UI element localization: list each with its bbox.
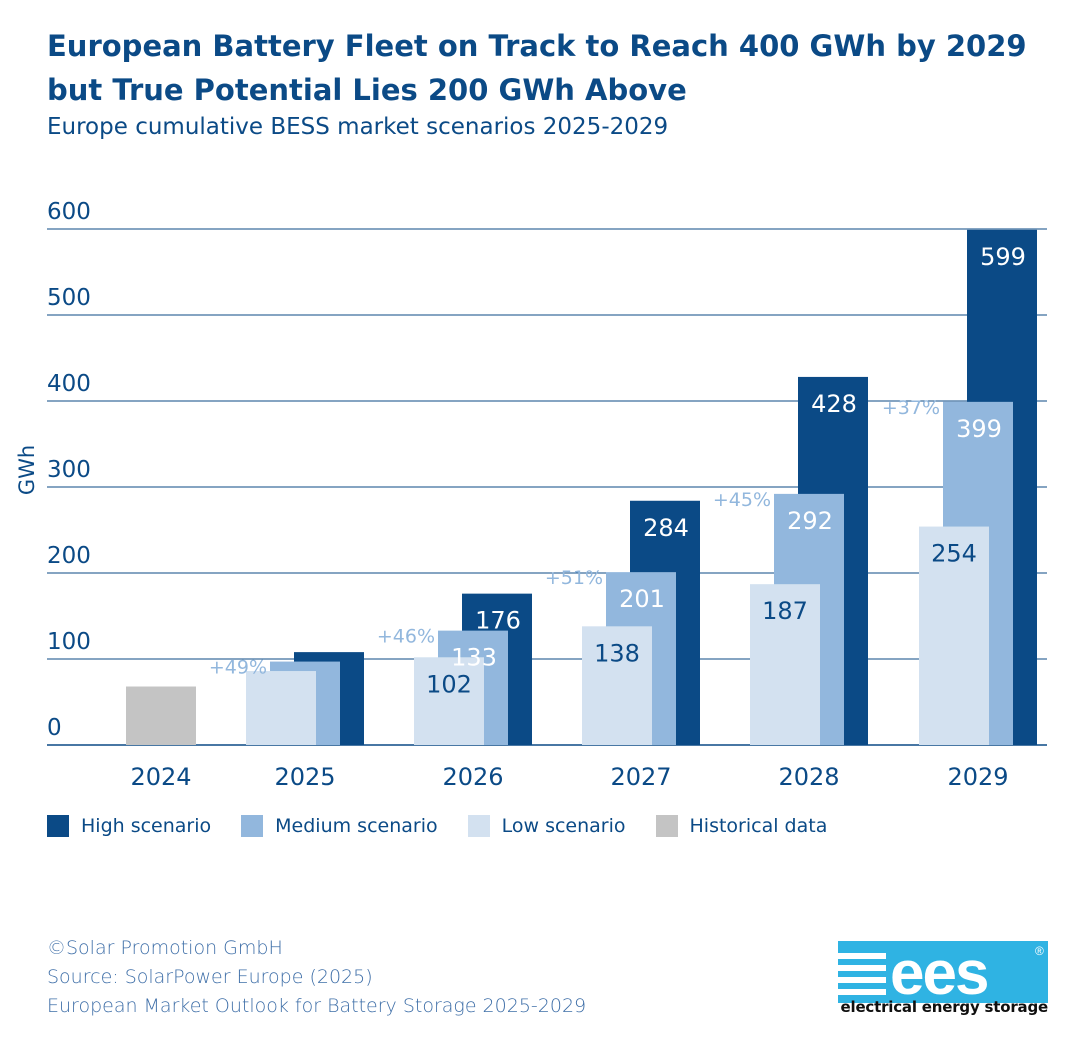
value-label-high-2027: 284: [643, 514, 689, 542]
value-label-low-2026: 102: [426, 670, 472, 698]
value-label-high-2026: 176: [475, 607, 521, 635]
legend-label-historical: Historical data: [689, 815, 828, 837]
growth-label-2027: +51%: [545, 567, 603, 589]
ees-logo: ees ®: [838, 939, 1048, 1008]
growth-label-2029: +37%: [882, 397, 940, 419]
title-line-1: European Battery Fleet on Track to Reach…: [47, 29, 1027, 63]
legend-label-medium: Medium scenario: [275, 815, 438, 837]
legend-swatch-historical: [655, 815, 678, 837]
x-tick-label-2024: 2024: [130, 763, 191, 791]
chart-subtitle: Europe cumulative BESS market scenarios …: [47, 114, 669, 140]
y-tick-label-100: 100: [47, 629, 91, 655]
growth-label-2025: +49%: [209, 657, 267, 679]
logo-wordmark: ees: [890, 939, 987, 1008]
value-label-high-2028: 428: [811, 390, 857, 418]
y-axis-label: GWh: [15, 445, 39, 495]
bar-low-2025: [246, 671, 316, 745]
x-tick-label-2026: 2026: [442, 763, 503, 791]
chart-title: European Battery Fleet on Track to Reach…: [47, 24, 1047, 112]
bar-low-2026: [414, 657, 484, 745]
bar-historical-2024: [126, 686, 196, 745]
value-label-medium-2029: 399: [956, 415, 1002, 443]
logo-tagline: electrical energy storage: [840, 998, 1049, 1016]
legend-label-high: High scenario: [81, 815, 212, 837]
x-tick-label-2025: 2025: [274, 763, 335, 791]
value-label-low-2028: 187: [762, 597, 808, 625]
footer: ©Solar Promotion GmbH Source: SolarPower…: [47, 934, 586, 1021]
value-label-medium-2028: 292: [787, 507, 833, 535]
y-tick-label-400: 400: [47, 371, 91, 397]
bar-low-2027: [582, 626, 652, 745]
value-label-medium-2027: 201: [619, 585, 665, 613]
value-label-low-2027: 138: [594, 639, 640, 667]
growth-label-2026: +46%: [377, 626, 435, 648]
title-line-2: but True Potential Lies 200 GWh Above: [47, 73, 687, 107]
logo-registered-mark: ®: [1035, 944, 1044, 958]
y-tick-label-0: 0: [47, 715, 62, 741]
legend-swatch-high: [47, 815, 69, 837]
footer-source: Source: SolarPower Europe (2025): [47, 966, 373, 988]
footer-publication: European Market Outlook for Battery Stor…: [47, 995, 587, 1017]
x-tick-label-2027: 2027: [610, 763, 671, 791]
x-tick-label-2028: 2028: [778, 763, 839, 791]
bar-low-2028: [750, 584, 820, 745]
legend-swatch-medium: [241, 815, 264, 837]
legend-item-historical: Historical data: [655, 815, 828, 837]
legend-label-low: Low scenario: [501, 815, 626, 837]
bar-low-2029: [919, 526, 989, 745]
y-tick-label-500: 500: [47, 285, 91, 311]
legend-swatch-low: [467, 815, 490, 837]
value-label-low-2029: 254: [931, 540, 977, 568]
y-tick-label-200: 200: [47, 543, 91, 569]
growth-label-2028: +45%: [713, 489, 771, 511]
legend-item-medium: Medium scenario: [241, 815, 438, 837]
logo-stripes-icon: [838, 953, 886, 995]
y-tick-label-300: 300: [47, 457, 91, 483]
legend-item-low: Low scenario: [467, 815, 626, 837]
legend-item-high: High scenario: [47, 815, 211, 837]
x-tick-label-2029: 2029: [947, 763, 1008, 791]
legend: High scenario Medium scenario Low scenar…: [47, 815, 857, 837]
value-label-high-2029: 599: [980, 243, 1026, 271]
footer-copyright: ©Solar Promotion GmbH: [47, 937, 283, 959]
y-tick-label-600: 600: [47, 199, 91, 225]
value-label-medium-2026: 133: [451, 644, 497, 672]
